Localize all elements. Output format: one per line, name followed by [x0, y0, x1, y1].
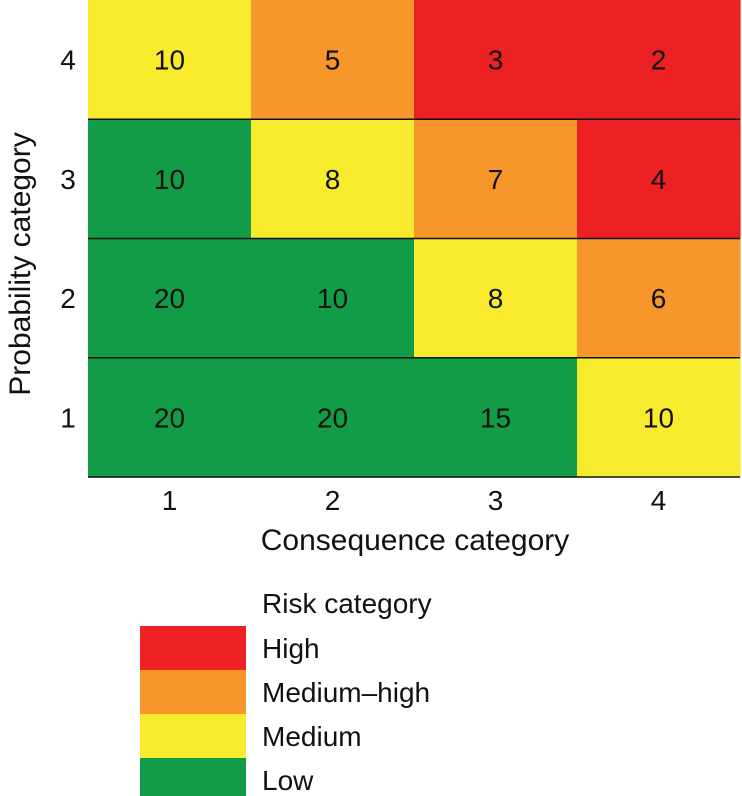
- heatmap-cell: [414, 0, 578, 120]
- cell-value-label: 7: [488, 164, 504, 195]
- cell-value-label: 8: [325, 164, 341, 195]
- cell-value-label: 10: [154, 164, 185, 195]
- cell-value-label: 20: [154, 402, 185, 433]
- cell-value-label: 10: [154, 45, 185, 76]
- heatmap-cell: [577, 357, 741, 478]
- heatmap-cell: [88, 238, 252, 359]
- x-tick-label: 4: [651, 485, 667, 516]
- heatmap-cell: [88, 0, 252, 120]
- heatmap-cell: [577, 238, 741, 359]
- heatmap-cell: [251, 357, 415, 478]
- y-tick-label: 3: [60, 164, 76, 195]
- cell-value-label: 10: [317, 283, 348, 314]
- cell-value-label: 4: [651, 164, 667, 195]
- heatmap-cell: [251, 119, 415, 240]
- y-tick-label: 4: [60, 45, 76, 76]
- legend-swatch: [140, 714, 246, 759]
- cell-value-label: 20: [154, 283, 185, 314]
- cell-value-label: 3: [488, 45, 504, 76]
- cell-value-label: 20: [317, 402, 348, 433]
- cell-value-label: 8: [488, 283, 504, 314]
- legend: Risk category High Medium–high Medium Low: [140, 588, 432, 796]
- row-separators: [88, 118, 740, 478]
- legend-label: Medium: [262, 721, 362, 752]
- heatmap-cell: [577, 119, 741, 240]
- legend-swatch: [140, 758, 246, 796]
- cell-value-label: 10: [643, 402, 674, 433]
- heatmap-cell: [251, 238, 415, 359]
- legend-label: High: [262, 633, 320, 664]
- y-axis-title: Probability category: [4, 132, 37, 395]
- x-tick-label: 3: [488, 485, 504, 516]
- cell-value-label: 5: [325, 45, 341, 76]
- x-tick-label: 2: [325, 485, 341, 516]
- y-tick-label: 2: [60, 283, 76, 314]
- x-tick-labels: 1 2 3 4: [162, 485, 667, 516]
- heatmap-cell: [577, 0, 741, 120]
- x-tick-label: 1: [162, 485, 178, 516]
- y-tick-labels: 1 2 3 4: [60, 45, 76, 434]
- cell-value-label: 15: [480, 402, 511, 433]
- legend-swatch: [140, 626, 246, 671]
- heatmap-cell: [251, 0, 415, 120]
- legend-label: Low: [262, 765, 314, 796]
- legend-title: Risk category: [262, 588, 432, 619]
- x-axis-title: Consequence category: [261, 524, 570, 557]
- heatmap-cell: [88, 119, 252, 240]
- heatmap-cell: [88, 357, 252, 478]
- y-tick-label: 1: [60, 402, 76, 433]
- cell-value-label: 6: [651, 283, 667, 314]
- cell-value-label: 2: [651, 45, 667, 76]
- legend-label: Medium–high: [262, 677, 430, 708]
- heatmap-cell: [414, 238, 578, 359]
- heatmap-cells: 10 5 3 2 10 8 7 4 20 10 8 6 20 20 15 10: [88, 0, 741, 478]
- legend-swatch: [140, 670, 246, 715]
- heatmap-cell: [414, 357, 578, 478]
- heatmap-cell: [414, 119, 578, 240]
